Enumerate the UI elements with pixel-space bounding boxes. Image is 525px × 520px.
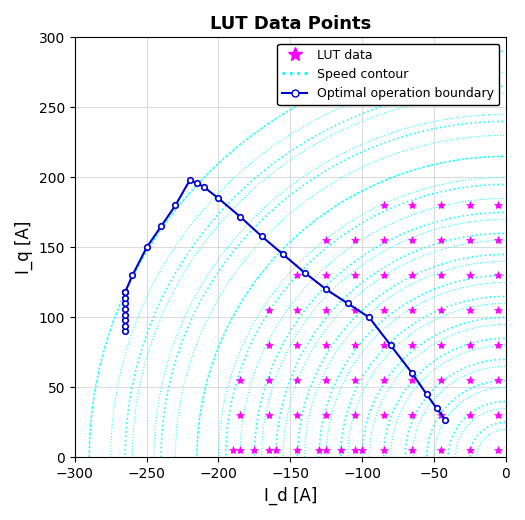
Optimal operation boundary — [280, 251, 286, 257]
Optimal operation boundary — [323, 287, 329, 293]
LUT data — [352, 378, 358, 384]
Optimal operation boundary — [122, 300, 128, 306]
Optimal operation boundary — [122, 328, 128, 334]
Optimal operation boundary — [129, 272, 135, 279]
Optimal operation boundary — [424, 392, 430, 398]
Optimal operation boundary — [301, 269, 308, 276]
Optimal operation boundary — [143, 244, 150, 251]
Optimal operation boundary — [122, 323, 128, 329]
Legend: LUT data, Speed contour, Optimal operation boundary: LUT data, Speed contour, Optimal operati… — [277, 44, 499, 105]
LUT data — [230, 447, 236, 453]
LUT data — [438, 412, 444, 419]
Line: LUT data: LUT data — [229, 201, 502, 454]
Title: LUT Data Points: LUT Data Points — [209, 15, 371, 33]
LUT data — [495, 202, 501, 209]
Optimal operation boundary — [434, 405, 440, 411]
Optimal operation boundary — [215, 196, 222, 202]
LUT data — [409, 412, 415, 419]
LUT data — [495, 447, 501, 453]
Optimal operation boundary — [122, 289, 128, 295]
Y-axis label: I_q [A]: I_q [A] — [15, 220, 33, 274]
Optimal operation boundary — [122, 317, 128, 323]
Optimal operation boundary — [366, 314, 372, 320]
Optimal operation boundary — [344, 300, 351, 306]
Optimal operation boundary — [258, 233, 265, 239]
Optimal operation boundary — [122, 311, 128, 318]
Optimal operation boundary — [122, 306, 128, 312]
Optimal operation boundary — [201, 184, 207, 190]
LUT data — [352, 412, 358, 419]
Optimal operation boundary — [122, 289, 128, 295]
Optimal operation boundary — [194, 180, 200, 186]
LUT data — [237, 378, 243, 384]
Optimal operation boundary — [158, 223, 164, 229]
Optimal operation boundary — [387, 342, 394, 348]
Optimal operation boundary — [409, 370, 415, 376]
Optimal operation boundary — [237, 214, 243, 220]
Line: Optimal operation boundary: Optimal operation boundary — [122, 177, 448, 422]
Optimal operation boundary — [172, 202, 179, 209]
Optimal operation boundary — [122, 295, 128, 301]
Optimal operation boundary — [186, 177, 193, 183]
LUT data — [438, 447, 444, 453]
Optimal operation boundary — [442, 417, 448, 423]
X-axis label: I_d [A]: I_d [A] — [264, 487, 317, 505]
